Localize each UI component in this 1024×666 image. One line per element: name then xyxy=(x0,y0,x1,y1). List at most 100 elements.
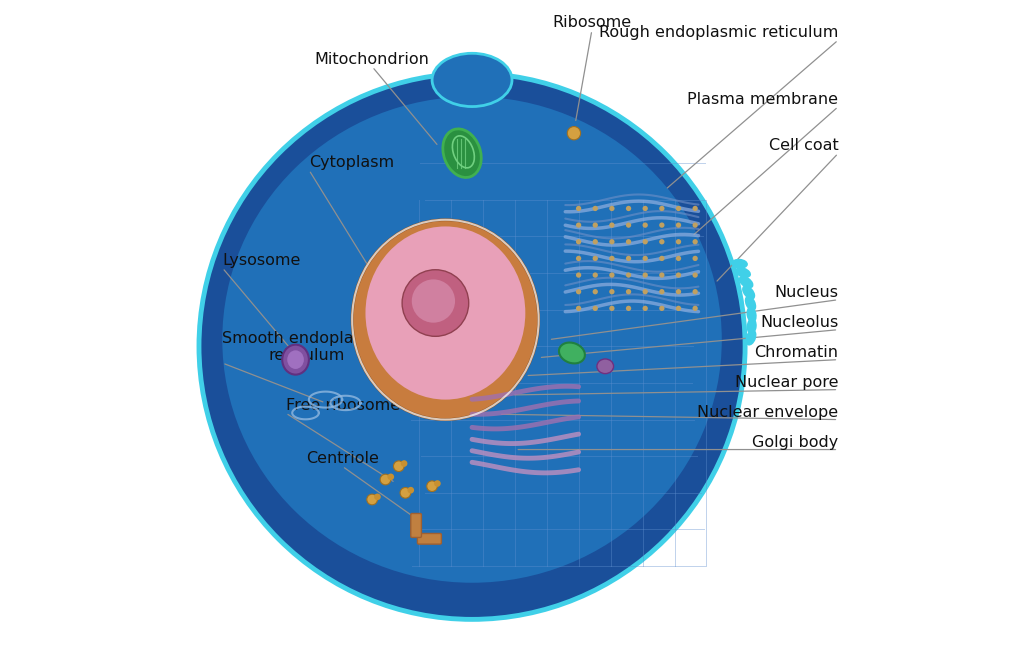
Text: Rough endoplasmic reticulum: Rough endoplasmic reticulum xyxy=(599,25,839,40)
Ellipse shape xyxy=(412,279,455,322)
Ellipse shape xyxy=(597,359,613,374)
Circle shape xyxy=(609,272,614,278)
Circle shape xyxy=(642,222,648,228)
Circle shape xyxy=(575,222,582,228)
Circle shape xyxy=(408,487,414,494)
Ellipse shape xyxy=(746,318,757,334)
Circle shape xyxy=(427,481,437,492)
Circle shape xyxy=(642,256,648,261)
Circle shape xyxy=(676,306,681,311)
Circle shape xyxy=(609,289,614,294)
Circle shape xyxy=(593,306,598,311)
Ellipse shape xyxy=(287,350,304,369)
Circle shape xyxy=(593,239,598,244)
Text: Nucleolus: Nucleolus xyxy=(760,314,839,330)
Circle shape xyxy=(692,222,697,228)
Circle shape xyxy=(575,272,582,278)
Text: Golgi body: Golgi body xyxy=(752,434,839,450)
Ellipse shape xyxy=(442,129,481,177)
Circle shape xyxy=(626,289,631,294)
FancyBboxPatch shape xyxy=(411,513,422,537)
Circle shape xyxy=(575,289,582,294)
Circle shape xyxy=(642,206,648,211)
Text: Centriole: Centriole xyxy=(306,451,379,466)
Circle shape xyxy=(374,494,381,500)
Text: Chromatin: Chromatin xyxy=(755,344,839,360)
Circle shape xyxy=(676,272,681,278)
Circle shape xyxy=(676,206,681,211)
Circle shape xyxy=(692,239,697,244)
Circle shape xyxy=(659,222,665,228)
Circle shape xyxy=(659,239,665,244)
Circle shape xyxy=(626,256,631,261)
Circle shape xyxy=(642,289,648,294)
Text: Nuclear envelope: Nuclear envelope xyxy=(697,404,839,420)
Ellipse shape xyxy=(352,220,539,420)
Ellipse shape xyxy=(432,53,512,107)
Circle shape xyxy=(659,256,665,261)
Text: Plasma membrane: Plasma membrane xyxy=(687,91,839,107)
Circle shape xyxy=(593,222,598,228)
Ellipse shape xyxy=(744,296,757,311)
Circle shape xyxy=(393,461,404,472)
Circle shape xyxy=(380,474,391,485)
Circle shape xyxy=(567,127,581,140)
Circle shape xyxy=(575,256,582,261)
Circle shape xyxy=(609,206,614,211)
Ellipse shape xyxy=(735,267,751,278)
Circle shape xyxy=(692,289,697,294)
Ellipse shape xyxy=(559,342,585,364)
Circle shape xyxy=(609,306,614,311)
Text: Nuclear pore: Nuclear pore xyxy=(735,374,839,390)
Circle shape xyxy=(400,488,411,498)
Text: Nucleus: Nucleus xyxy=(774,284,839,300)
Text: Free ribosome: Free ribosome xyxy=(286,398,399,413)
Text: Cell coat: Cell coat xyxy=(769,138,839,153)
Text: Mitochondrion: Mitochondrion xyxy=(314,51,430,67)
Circle shape xyxy=(626,306,631,311)
Circle shape xyxy=(626,222,631,228)
Circle shape xyxy=(676,222,681,228)
Circle shape xyxy=(642,272,648,278)
Circle shape xyxy=(626,206,631,211)
Circle shape xyxy=(575,206,582,211)
Circle shape xyxy=(400,460,408,467)
Ellipse shape xyxy=(199,73,745,619)
Ellipse shape xyxy=(402,270,469,336)
Circle shape xyxy=(676,289,681,294)
Circle shape xyxy=(659,206,665,211)
Ellipse shape xyxy=(742,285,756,300)
Ellipse shape xyxy=(738,276,754,288)
Text: Ribosome: Ribosome xyxy=(552,15,632,30)
Circle shape xyxy=(676,256,681,261)
Circle shape xyxy=(609,256,614,261)
Text: Smooth endoplasmic
reticulum: Smooth endoplasmic reticulum xyxy=(222,330,391,363)
Text: Cytoplasm: Cytoplasm xyxy=(309,155,394,170)
Circle shape xyxy=(642,239,648,244)
Text: Lysosome: Lysosome xyxy=(222,252,301,268)
Circle shape xyxy=(609,239,614,244)
Circle shape xyxy=(692,256,697,261)
Circle shape xyxy=(692,272,697,278)
Circle shape xyxy=(692,206,697,211)
Circle shape xyxy=(367,494,378,505)
Circle shape xyxy=(434,480,440,487)
Circle shape xyxy=(593,256,598,261)
Circle shape xyxy=(659,306,665,311)
FancyBboxPatch shape xyxy=(418,533,441,544)
Ellipse shape xyxy=(283,345,309,374)
Circle shape xyxy=(642,306,648,311)
Circle shape xyxy=(575,306,582,311)
Circle shape xyxy=(626,272,631,278)
Circle shape xyxy=(676,239,681,244)
Ellipse shape xyxy=(731,259,748,269)
Circle shape xyxy=(593,206,598,211)
Circle shape xyxy=(692,306,697,311)
Circle shape xyxy=(626,239,631,244)
Ellipse shape xyxy=(745,330,757,346)
Circle shape xyxy=(609,222,614,228)
Circle shape xyxy=(387,474,394,480)
Circle shape xyxy=(575,239,582,244)
Circle shape xyxy=(659,272,665,278)
Circle shape xyxy=(659,289,665,294)
